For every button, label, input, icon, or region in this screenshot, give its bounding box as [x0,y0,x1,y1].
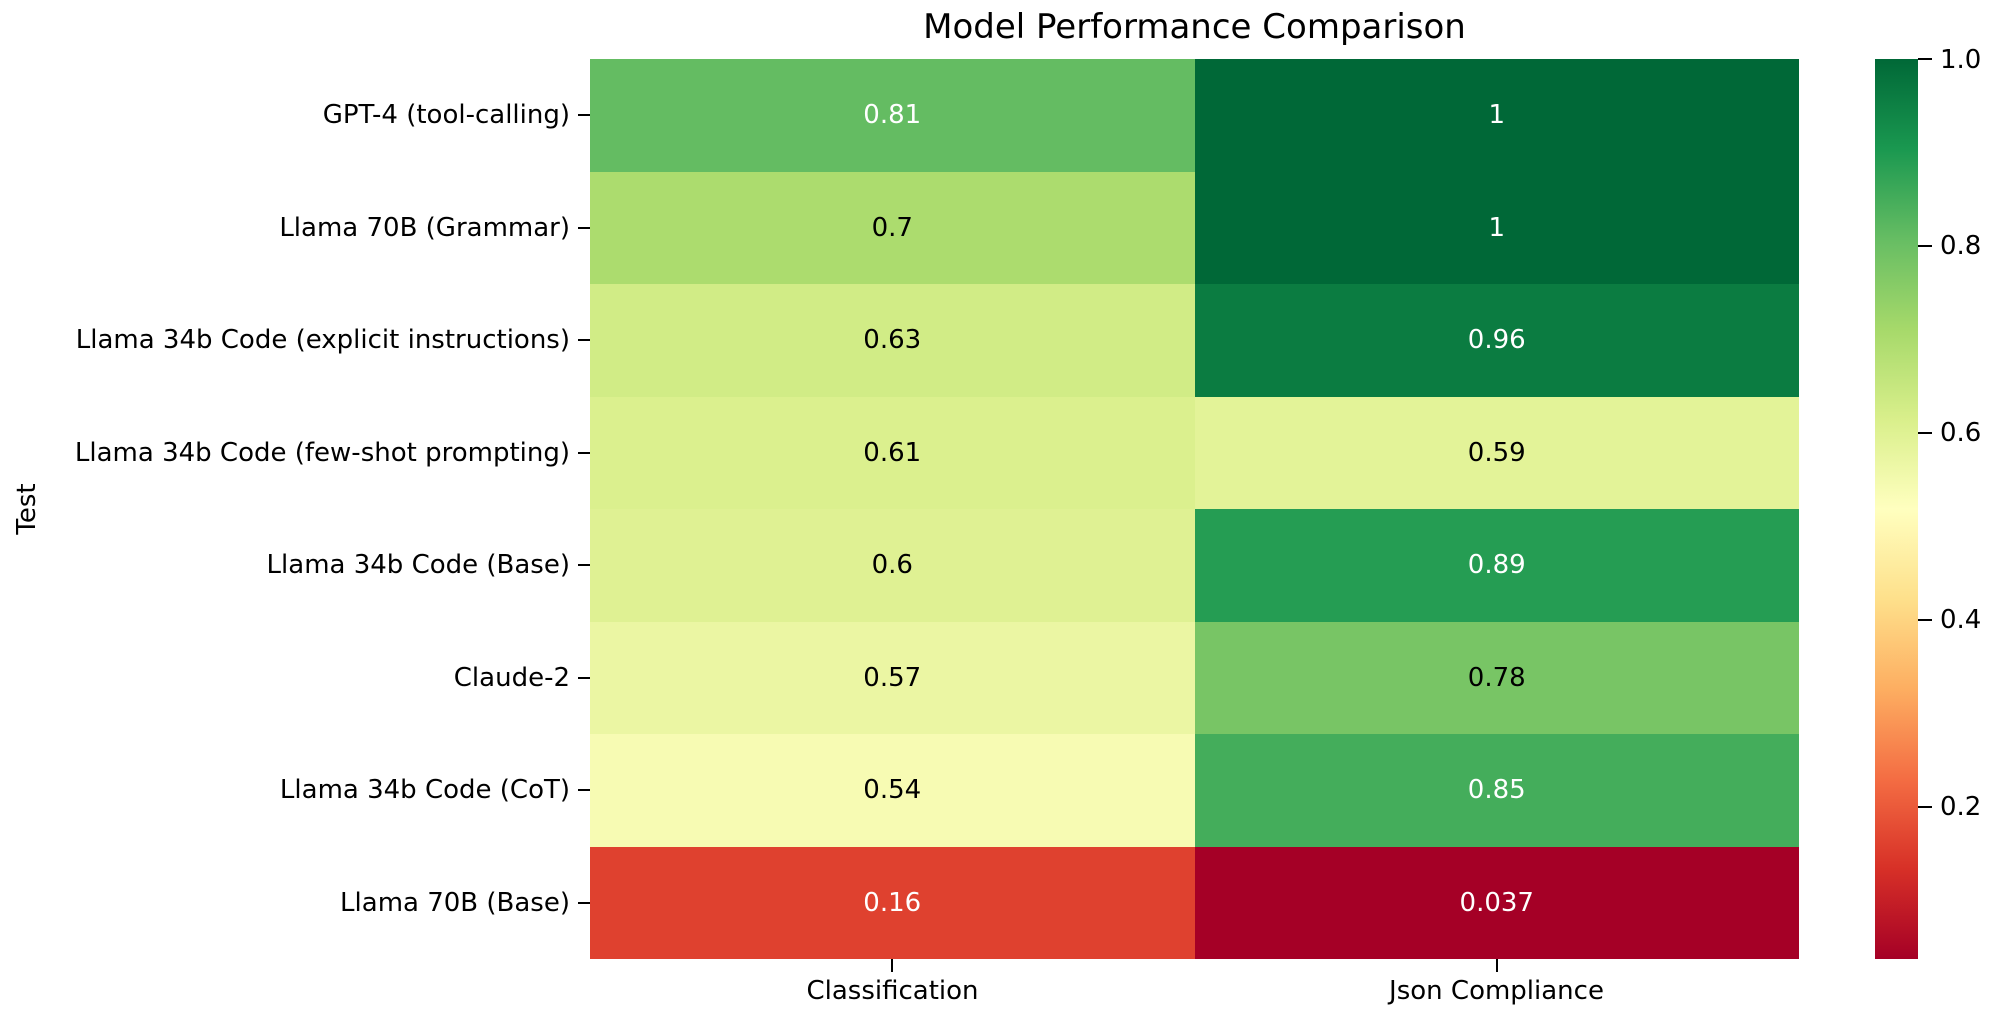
y-tick-label: Llama 34b Code (few-shot prompting) [74,438,570,468]
y-tick-label: Llama 34b Code (explicit instructions) [75,325,570,355]
cell-value: 0.81 [863,100,922,131]
heatmap-cell-r3c2: 0.96 [1194,284,1799,397]
x-tick-mark [1496,959,1498,972]
heatmap-cell-r8c2: 0.037 [1194,846,1799,959]
x-tick-mark [891,959,893,972]
y-tick-mark [578,114,590,116]
cell-value: 0.57 [863,662,922,693]
y-tick-mark [578,452,590,454]
y-tick-mark [578,564,590,566]
heatmap-cell-r4c2: 0.59 [1194,396,1799,509]
cell-value: 0.89 [1467,550,1526,581]
colorbar-tick-mark [1918,58,1932,60]
y-tick-mark [578,902,590,904]
heatmap-cell-r6c2: 0.78 [1194,621,1799,734]
cell-value: 0.63 [863,325,922,356]
colorbar-tick-mark [1918,619,1932,621]
colorbar-tick-label: 0.4 [1940,605,1982,635]
heatmap-cell-r6c1: 0.57 [590,621,1195,734]
colorbar-tick-label: 0.2 [1940,792,1982,822]
colorbar-tick-mark [1918,432,1932,434]
heatmap-cell-r7c1: 0.54 [590,734,1195,847]
cell-value: 0.85 [1467,775,1526,806]
cell-value: 1 [1488,100,1506,131]
y-tick-label: Llama 70B (Base) [340,888,570,918]
y-tick-label: Llama 34b Code (Base) [266,550,570,580]
cell-value: 0.78 [1467,662,1526,693]
colorbar-tick-mark [1918,806,1932,808]
y-tick-label: Llama 70B (Grammar) [279,213,570,243]
cell-value: 0.61 [863,437,922,468]
heatmap-cell-r4c1: 0.61 [590,396,1195,509]
cell-value: 1 [1488,212,1506,243]
colorbar-tick-label: 1.0 [1940,45,1982,75]
cell-value: 0.037 [1459,887,1534,918]
y-tick-label: GPT-4 (tool-calling) [322,100,570,130]
heatmap-cell-r5c2: 0.89 [1194,509,1799,622]
y-axis-label: Test [12,483,42,535]
heatmap-cell-r8c1: 0.16 [590,846,1195,959]
heatmap-cell-r5c1: 0.6 [590,509,1195,622]
heatmap-cell-r2c1: 0.7 [590,171,1195,284]
cell-value: 0.59 [1467,437,1526,468]
y-tick-mark [578,789,590,791]
y-tick-label: Claude-2 [453,663,570,693]
heatmap-cell-r1c1: 0.81 [590,59,1195,172]
y-tick-mark [578,227,590,229]
y-tick-mark [578,339,590,341]
cell-value: 0.6 [871,550,913,581]
cell-value: 0.54 [863,775,922,806]
cell-value: 0.16 [863,887,922,918]
colorbar-tick-mark [1918,245,1932,247]
x-tick-label-classification: Classification [806,976,979,1006]
heatmap-cell-r3c1: 0.63 [590,284,1195,397]
chart-title: Model Performance Comparison [923,7,1466,47]
colorbar-tick-label: 0.8 [1940,231,1982,261]
heatmap-cell-r2c2: 1 [1194,171,1799,284]
colorbar-tick-label: 0.6 [1940,418,1982,448]
x-tick-label-json-compliance: Json Compliance [1389,976,1604,1006]
y-tick-label: Llama 34b Code (CoT) [279,775,570,805]
heatmap-cell-r1c2: 1 [1194,59,1799,172]
cell-value: 0.96 [1467,325,1526,356]
heatmap-plot-area: 0.81 1 0.7 1 0.63 0.96 0.61 0.59 0.6 0.8… [590,59,1799,959]
heatmap-cell-r7c2: 0.85 [1194,734,1799,847]
colorbar-gradient [1875,59,1918,959]
y-tick-mark [578,677,590,679]
cell-value: 0.7 [871,212,913,243]
